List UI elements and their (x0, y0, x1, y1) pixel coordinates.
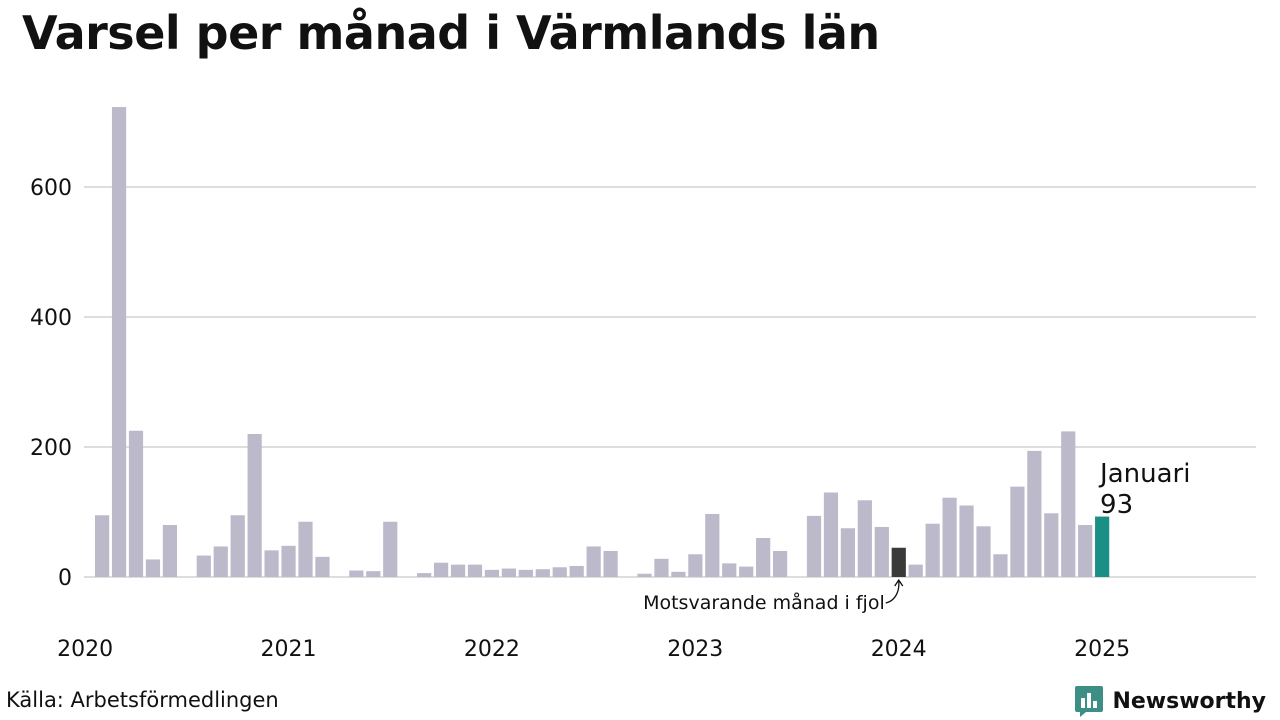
bar (823, 492, 839, 577)
bar (196, 555, 211, 577)
bar (383, 521, 398, 577)
bar (162, 525, 177, 577)
bar (518, 569, 533, 577)
bar (450, 564, 466, 577)
x-tick-label: 2020 (57, 637, 113, 662)
bar (1044, 513, 1059, 577)
bar (349, 570, 364, 577)
bar (467, 564, 483, 577)
bar (213, 546, 228, 577)
current-month-callout: Januari 93 (1098, 459, 1190, 520)
x-tick-label: 2022 (464, 637, 520, 662)
x-tick-label: 2023 (667, 637, 723, 662)
bar (874, 526, 889, 577)
newsworthy-logo-icon (1075, 686, 1104, 717)
bar (1010, 486, 1025, 577)
annotation-arrow (885, 578, 904, 604)
bar (654, 558, 669, 577)
bar (264, 550, 279, 577)
brand-name: Newsworthy (1112, 688, 1266, 714)
bar (857, 500, 872, 577)
y-tick-label: 600 (30, 176, 72, 201)
bar (247, 434, 262, 577)
bar (603, 551, 618, 577)
bar-chart: 0 200 400 600 2020 2021 2022 2023 2024 2025 Mots… (30, 107, 1256, 662)
bar (586, 546, 601, 577)
bar (993, 554, 1008, 577)
bar (281, 545, 296, 577)
gridlines (84, 186, 1256, 578)
page-title: Varsel per månad i Värmlands län (22, 6, 880, 60)
bar (569, 565, 584, 577)
x-tick-label: 2021 (261, 637, 317, 662)
bar (1095, 516, 1110, 577)
brand: Newsworthy (1074, 684, 1266, 718)
bar (366, 571, 381, 577)
bar (925, 523, 940, 577)
bar (942, 497, 957, 577)
bar (705, 513, 720, 577)
bar (298, 521, 313, 577)
bar (484, 569, 500, 577)
last-year-annotation: Motsvarande månad i fjol (643, 578, 904, 614)
bar (128, 430, 144, 577)
y-tick-label: 400 (30, 306, 72, 331)
bars (95, 107, 1110, 578)
source-note: Källa: Arbetsförmedlingen (6, 688, 279, 712)
bar (840, 528, 855, 577)
bar (756, 538, 771, 577)
bar (739, 566, 754, 577)
bar (722, 563, 737, 577)
callout-value: 93 (1100, 490, 1133, 520)
bar (95, 515, 110, 577)
bar (976, 526, 991, 577)
bar (773, 551, 788, 577)
bar (111, 107, 127, 578)
bar (145, 559, 161, 577)
y-tick-label: 200 (30, 436, 72, 461)
bar (1078, 525, 1093, 577)
bar (315, 556, 330, 577)
bar (671, 571, 686, 577)
bar (417, 573, 432, 577)
bar (501, 568, 516, 577)
y-tick-label: 0 (58, 566, 72, 591)
bar (688, 554, 703, 577)
bar (908, 564, 923, 577)
bar (535, 569, 550, 577)
bar (959, 505, 974, 577)
bar (891, 547, 906, 577)
bar (806, 515, 822, 577)
annotation-text: Motsvarande månad i fjol (643, 591, 885, 614)
bar (1027, 450, 1042, 577)
bar (637, 573, 652, 577)
bar (434, 562, 449, 577)
bar (1061, 431, 1076, 577)
bar (552, 567, 567, 577)
callout-month: Januari (1098, 459, 1190, 489)
y-axis-tick-labels: 0 200 400 600 (30, 176, 72, 591)
bar (230, 515, 245, 577)
x-axis-year-labels: 2020 2021 2022 2023 2024 2025 (57, 637, 1130, 662)
x-tick-label: 2025 (1074, 637, 1130, 662)
x-tick-label: 2024 (871, 637, 927, 662)
